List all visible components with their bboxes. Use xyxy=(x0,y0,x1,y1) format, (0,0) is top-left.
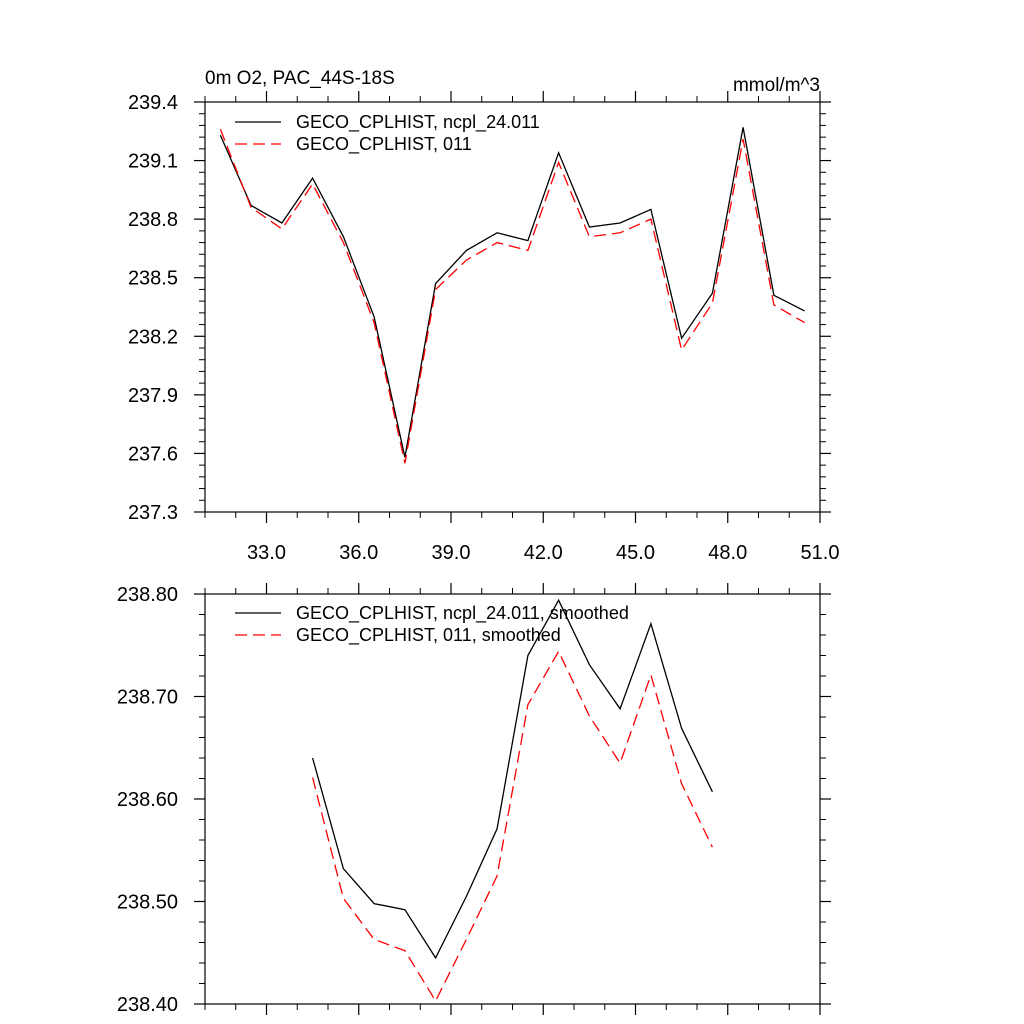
y-tick-label: 238.60 xyxy=(117,789,178,811)
y-tick-label: 237.9 xyxy=(128,385,178,407)
top-panel: 237.3 237.6 237.9 238.2 238.5 238.8 239.1 239.4… xyxy=(128,68,840,564)
bottom-panel: 238.40 238.50 238.60 238.70 238.80 GECO_CPLHI… xyxy=(117,583,831,1016)
y-tick-label: 238.2 xyxy=(128,326,178,348)
plot-frame xyxy=(204,593,821,1005)
y-tick-label: 238.5 xyxy=(128,268,178,290)
x-tick-label: 48.0 xyxy=(708,542,747,564)
y-tick-label: 237.3 xyxy=(128,502,178,524)
legend-label-2: GECO_CPLHIST, 011 xyxy=(296,134,472,155)
y-tick-label: 239.1 xyxy=(128,151,178,173)
chart-title: 0m O2, PAC_44S-18S xyxy=(205,68,395,89)
plot-frame xyxy=(204,101,821,513)
series-line-2 xyxy=(219,129,805,464)
y-tick-label: 238.80 xyxy=(117,584,178,606)
series-line-1 xyxy=(311,598,713,960)
x-tick-label: 42.0 xyxy=(524,542,563,564)
x-tick-label: 33.0 xyxy=(247,542,286,564)
legend-label-1: GECO_CPLHIST, ncpl_24.011, smoothed xyxy=(296,603,629,624)
y-tick-label: 239.4 xyxy=(128,92,178,114)
y-tick-label: 238.8 xyxy=(128,209,178,231)
series-line-2 xyxy=(311,650,713,1003)
y-tick-label: 237.6 xyxy=(128,443,178,465)
x-tick-label: 51.0 xyxy=(801,542,840,564)
legend-label-2: GECO_CPLHIST, 011, smoothed xyxy=(296,625,561,646)
y-tick-label: 238.50 xyxy=(117,892,178,914)
y-tick-label: 238.70 xyxy=(117,687,178,709)
x-tick-label: 39.0 xyxy=(432,542,471,564)
x-tick-label: 36.0 xyxy=(339,542,378,564)
y-tick-label: 238.40 xyxy=(117,994,178,1016)
x-tick-label: 45.0 xyxy=(616,542,655,564)
legend-label-1: GECO_CPLHIST, ncpl_24.011 xyxy=(296,112,540,133)
units-label: mmol/m^3 xyxy=(733,75,820,96)
series-line-1 xyxy=(219,127,805,458)
